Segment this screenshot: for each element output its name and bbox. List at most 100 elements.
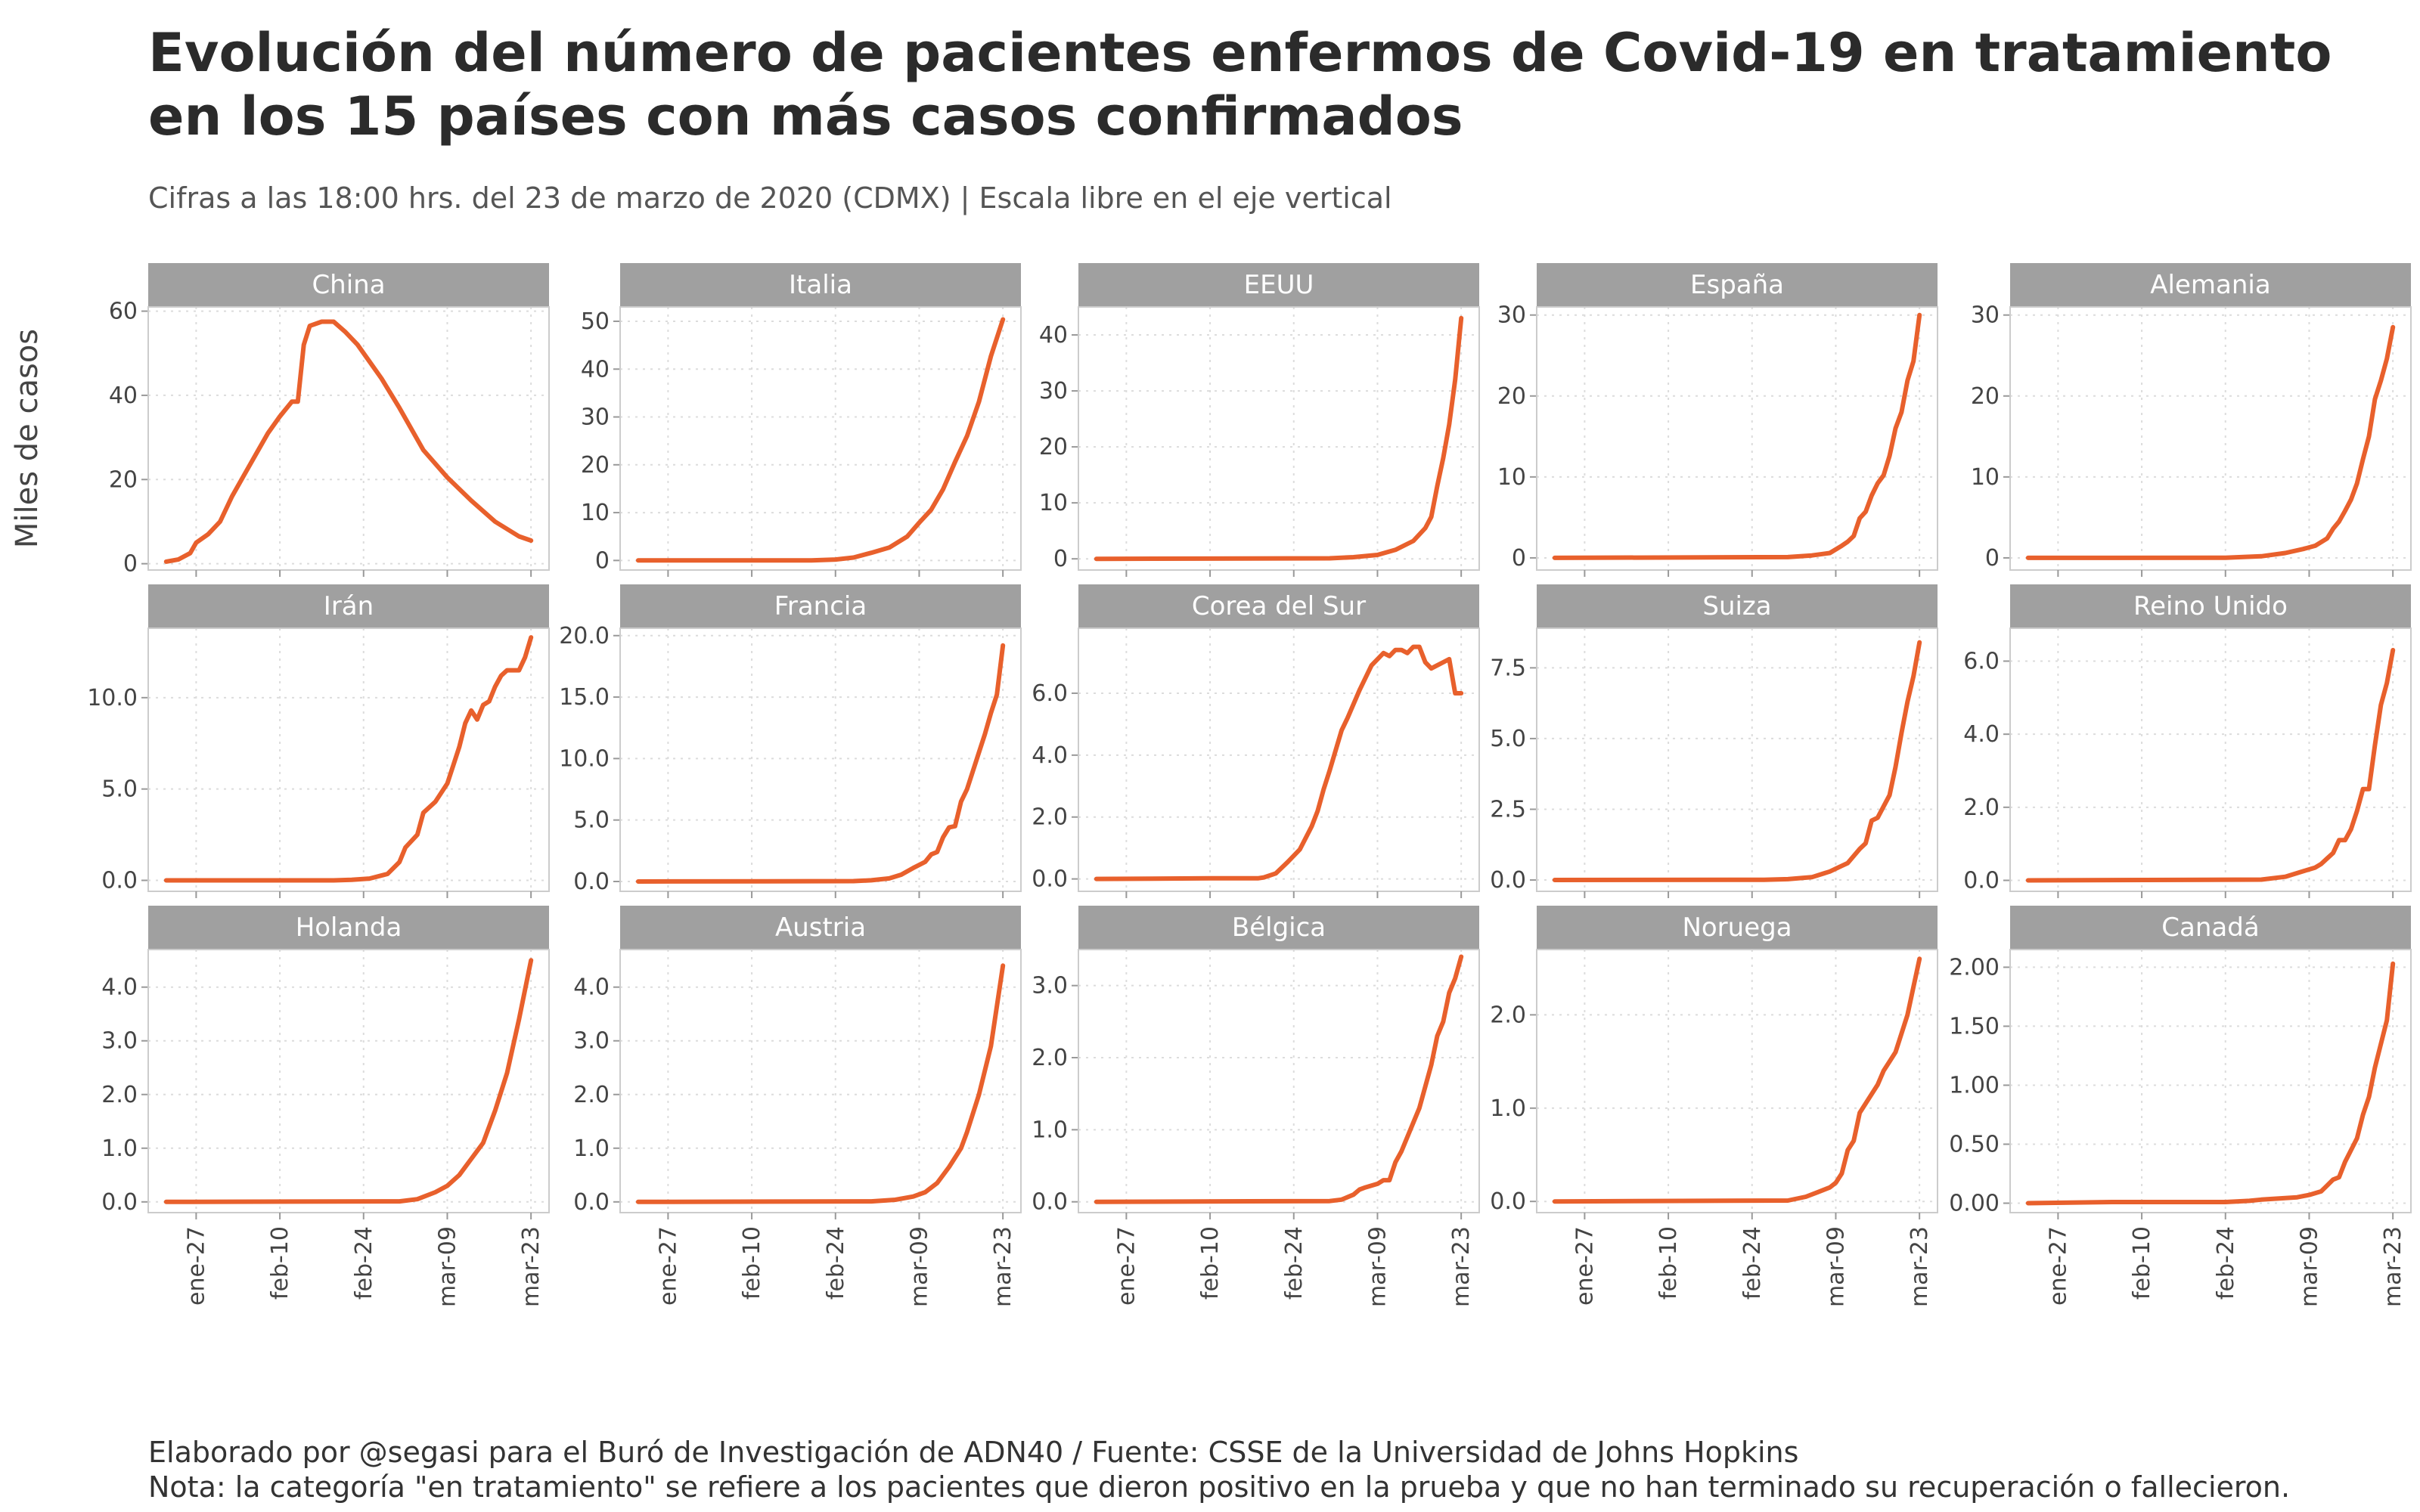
facet-strip-label: España xyxy=(1690,270,1784,300)
y-tick-label: 2.0 xyxy=(573,1082,610,1108)
y-tick-label: 3.0 xyxy=(573,1028,610,1055)
y-tick-label: 0 xyxy=(595,547,610,574)
x-tick-label: feb-24 xyxy=(823,1226,849,1300)
panel-border xyxy=(2009,949,2412,1213)
panel-border xyxy=(1536,627,1938,892)
y-tick-label: 0.0 xyxy=(101,1189,138,1216)
y-tick-label: 10 xyxy=(581,500,610,526)
series-line-8 xyxy=(1094,644,1464,881)
y-tick-label: 2.5 xyxy=(1490,796,1526,823)
y-tick-label: 0.00 xyxy=(1949,1191,2000,1217)
panel-border xyxy=(1078,306,1480,571)
y-tick-label: 2.0 xyxy=(1032,804,1068,831)
series-line-13 xyxy=(1094,954,1464,1204)
panel-border xyxy=(1078,627,1480,892)
x-tick-label: mar-09 xyxy=(434,1226,461,1307)
facet-strip-label: Italia xyxy=(789,270,852,300)
y-tick-label: 3.0 xyxy=(101,1028,138,1055)
y-tick-label: 10 xyxy=(1497,464,1526,491)
y-tick-label: 30 xyxy=(1497,302,1526,329)
y-tick-label: 5.0 xyxy=(101,776,138,803)
y-tick-label: 3.0 xyxy=(1032,973,1068,999)
y-tick-label: 2.0 xyxy=(1963,795,2000,821)
series-line-7 xyxy=(635,643,1006,884)
y-tick-label: 1.50 xyxy=(1949,1013,2000,1040)
facet-panel-11: Holanda 0.0 1.0 2.0 3.0 4.0 ene-27 feb-10 feb-24… xyxy=(101,906,550,1307)
facet-panel-3: EEUU 0 10 20 30 40 xyxy=(1039,263,1480,577)
x-tick-label: ene-27 xyxy=(183,1226,209,1306)
x-tick-label: mar-23 xyxy=(2380,1226,2406,1307)
panel-border xyxy=(1078,949,1480,1213)
y-tick-label: 10.0 xyxy=(559,745,610,772)
panel-border xyxy=(147,306,550,571)
y-tick-label: 0.50 xyxy=(1949,1131,2000,1157)
facet-panel-7: Francia 0.0 5.0 10.0 15.0 20.0 xyxy=(559,584,1022,898)
series-line-6 xyxy=(163,635,534,883)
series-line-14 xyxy=(1552,956,1922,1204)
facet-strip-label: Irán xyxy=(324,591,374,621)
x-tick-label: mar-23 xyxy=(990,1226,1016,1307)
facet-panel-13: Bélgica 0.0 1.0 2.0 3.0 ene-27 feb-10 feb-24 mar… xyxy=(1032,906,1480,1307)
facet-strip xyxy=(1078,263,1479,307)
facet-strip-label: Noruega xyxy=(1682,912,1792,943)
y-tick-label: 5.0 xyxy=(1490,726,1526,752)
y-tick-label: 30 xyxy=(1039,378,1068,404)
y-tick-label: 0.0 xyxy=(573,869,610,895)
series-line-12 xyxy=(635,963,1006,1204)
y-tick-label: 0.0 xyxy=(1490,1188,1526,1215)
panel-border xyxy=(2009,627,2412,892)
facet-strip xyxy=(2010,584,2411,628)
y-tick-label: 1.0 xyxy=(1032,1117,1068,1143)
y-tick-label: 4.0 xyxy=(1963,721,2000,748)
facet-strip-label: Reino Unido xyxy=(2133,591,2288,621)
y-tick-label: 0.0 xyxy=(1490,867,1526,894)
facet-strip-label: EEUU xyxy=(1244,270,1314,300)
x-tick-label: mar-23 xyxy=(1448,1226,1475,1307)
y-tick-label: 2.0 xyxy=(1032,1045,1068,1071)
y-tick-label: 20 xyxy=(1971,383,2000,410)
y-tick-label: 30 xyxy=(581,404,610,431)
panel-border xyxy=(147,949,550,1213)
x-tick-label: feb-10 xyxy=(739,1226,765,1300)
x-tick-label: mar-09 xyxy=(1823,1226,1849,1307)
panel-border xyxy=(619,627,1022,892)
facet-strip xyxy=(1537,263,1938,307)
facet-strip xyxy=(1078,584,1479,628)
x-tick-label: feb-10 xyxy=(267,1226,293,1300)
facet-panel-6: Irán 0.0 5.0 10.0 xyxy=(87,584,550,898)
facet-strip xyxy=(2010,263,2411,307)
facet-panel-8: Corea del Sur 0.0 2.0 4.0 6.0 xyxy=(1032,584,1480,898)
x-tick-label: ene-27 xyxy=(2045,1226,2071,1306)
y-tick-label: 6.0 xyxy=(1963,649,2000,675)
series-line-11 xyxy=(163,958,534,1204)
facet-strip-label: Francia xyxy=(774,591,867,621)
y-tick-label: 20 xyxy=(1039,434,1068,460)
y-tick-label: 0.0 xyxy=(101,868,138,894)
facet-strip xyxy=(2010,906,2411,950)
y-tick-label: 5.0 xyxy=(573,807,610,834)
x-tick-label: mar-09 xyxy=(2296,1226,2322,1307)
series-line-10 xyxy=(2025,648,2396,883)
facet-panel-9: Suiza 0.0 2.5 5.0 7.5 xyxy=(1490,584,1938,898)
facet-strip-label: Austria xyxy=(775,912,866,943)
series-line-2 xyxy=(635,317,1006,563)
facet-strip xyxy=(620,263,1021,307)
facet-panel-4: España 0 10 20 30 xyxy=(1497,263,1938,577)
y-tick-label: 50 xyxy=(581,308,610,335)
facet-strip xyxy=(148,584,549,628)
x-tick-label: feb-24 xyxy=(351,1226,377,1300)
facet-strip xyxy=(148,906,549,950)
facet-strip-label: China xyxy=(312,270,385,300)
y-tick-label: 20 xyxy=(1497,383,1526,410)
chart-title: Evolución del número de pacientes enferm… xyxy=(148,22,2332,147)
y-tick-label: 40 xyxy=(581,356,610,383)
facet-chart: China 0 20 40 60 Italia 0 10 20 30 40 50 EEUU 0 10 20 30… xyxy=(87,263,2412,1307)
facet-strip xyxy=(1537,906,1938,950)
panel-border xyxy=(2009,306,2412,571)
y-tick-label: 0.0 xyxy=(573,1189,610,1216)
facet-panel-2: Italia 0 10 20 30 40 50 xyxy=(581,263,1022,577)
y-tick-label: 10 xyxy=(1039,490,1068,516)
x-tick-label: feb-10 xyxy=(1197,1226,1224,1300)
y-tick-label: 0 xyxy=(123,551,138,578)
facet-panel-10: Reino Unido 0.0 2.0 4.0 6.0 xyxy=(1963,584,2412,898)
